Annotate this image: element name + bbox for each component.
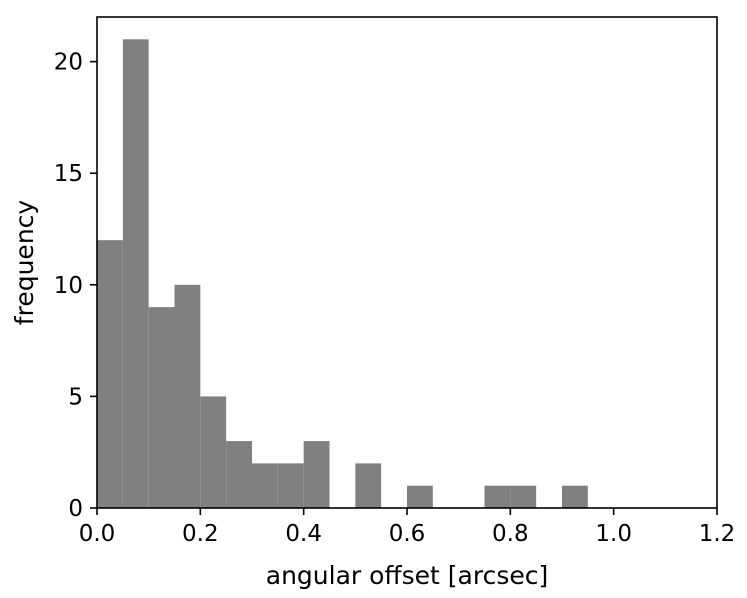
x-axis-label: angular offset [arcsec] — [266, 561, 549, 590]
histogram-bar — [484, 485, 511, 508]
histogram-bar — [97, 240, 123, 508]
y-axis-ticks: 0 5 10 15 20 — [54, 50, 97, 522]
y-axis-label: frequency — [10, 200, 39, 326]
histogram-bar — [355, 463, 382, 508]
x-tick-label: 0.6 — [389, 521, 426, 547]
x-tick-label: 0.0 — [79, 521, 116, 547]
x-tick-label: 1.2 — [699, 521, 736, 547]
histogram-bar — [277, 463, 304, 508]
histogram-bar — [200, 396, 227, 508]
histogram-bar — [122, 39, 149, 509]
x-tick-label: 1.0 — [595, 521, 632, 547]
x-tick-label: 0.4 — [285, 521, 322, 547]
histogram-bar — [510, 485, 537, 508]
histogram-bar — [226, 441, 252, 508]
bars-group — [97, 39, 588, 509]
y-tick-label: 5 — [68, 384, 83, 410]
y-tick-label: 10 — [54, 273, 83, 299]
histogram-bar — [252, 463, 278, 508]
y-tick-label: 0 — [68, 496, 83, 522]
histogram-bar — [174, 284, 201, 508]
histogram-bar — [303, 441, 330, 508]
x-tick-label: 0.2 — [182, 521, 219, 547]
histogram-bar — [148, 307, 175, 508]
histogram-bar — [562, 485, 588, 508]
histogram-bar — [407, 485, 433, 508]
x-tick-label: 0.8 — [492, 521, 529, 547]
y-tick-label: 15 — [54, 161, 83, 187]
x-axis-ticks: 0.0 0.2 0.4 0.6 0.8 1.0 1.2 — [79, 508, 736, 547]
y-tick-label: 20 — [54, 50, 83, 76]
